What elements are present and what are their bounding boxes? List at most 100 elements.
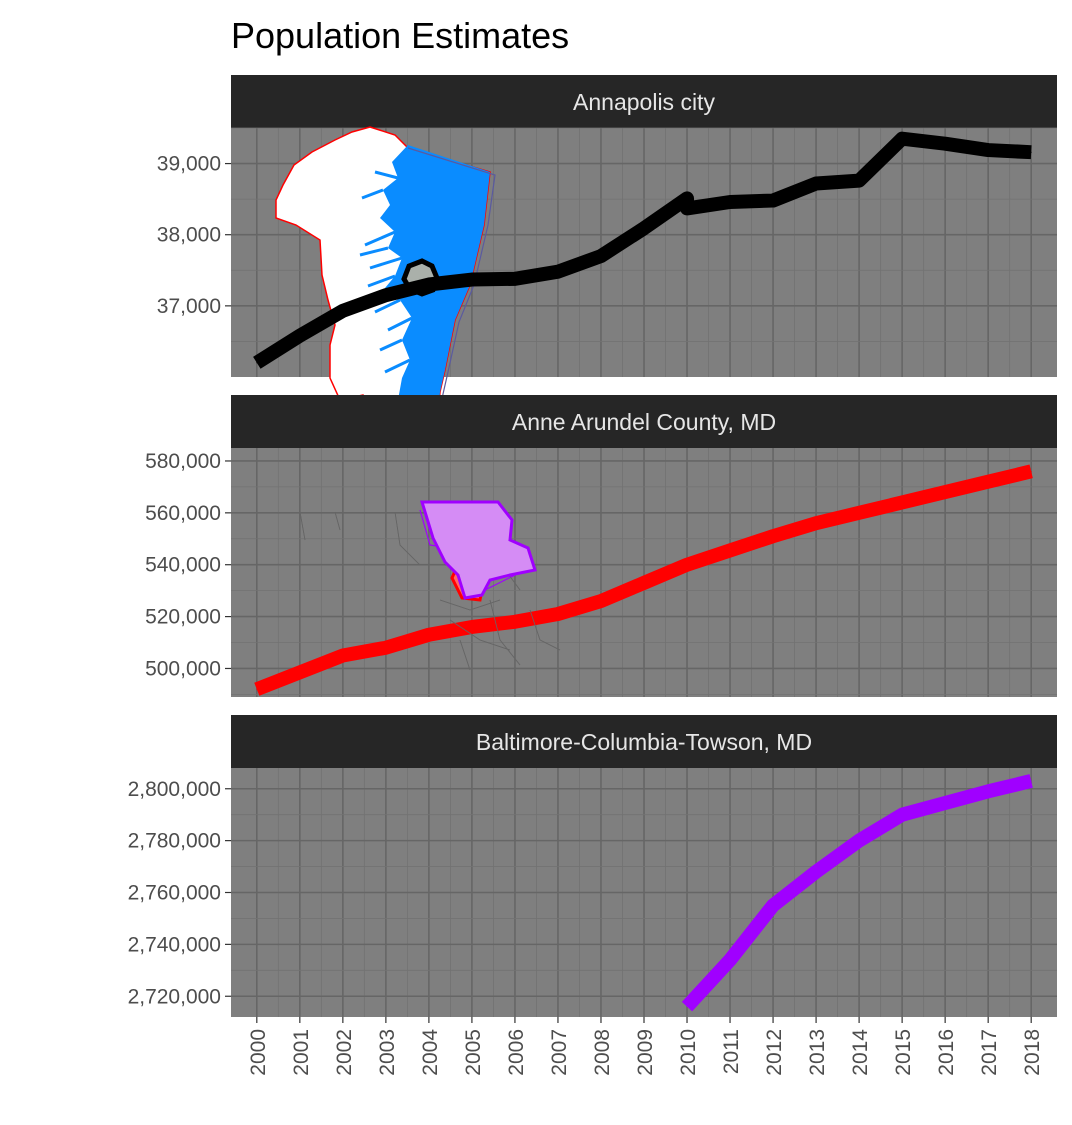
data-point <box>729 549 731 551</box>
data-point <box>299 671 301 673</box>
data-point <box>557 613 559 615</box>
data-point <box>600 255 602 257</box>
y-tick-label: 2,780,000 <box>128 830 221 853</box>
facet-strip-label: Annapolis city <box>573 89 715 115</box>
facet-panel: Anne Arundel County, MD 500,000 520,000 540… <box>145 395 1057 697</box>
data-point <box>901 501 903 503</box>
data-point <box>686 564 688 566</box>
data-point <box>342 655 344 656</box>
data-point <box>342 310 344 312</box>
y-tick-label: 500,000 <box>145 657 221 680</box>
data-point <box>901 138 903 140</box>
data-point <box>428 634 430 636</box>
data-point <box>772 904 774 906</box>
x-tick-label: 2008 <box>591 1029 614 1076</box>
facet-strip-label: Baltimore-Columbia-Towson, MD <box>476 729 812 755</box>
facet-panel: Baltimore-Columbia-Towson, MD 2,720,000 2,… <box>128 500 1057 1017</box>
county-border <box>529 609 561 651</box>
data-point <box>987 149 989 151</box>
y-tick-label: 2,800,000 <box>128 778 221 801</box>
data-point <box>256 362 258 364</box>
data-point <box>772 200 774 202</box>
data-point <box>815 182 817 184</box>
x-tick-label: 2007 <box>548 1029 571 1076</box>
facet-panel: Annapolis city 37,000 38,000 39,000 <box>157 75 1057 425</box>
data-point <box>514 278 516 280</box>
facet-strip <box>231 395 1057 448</box>
data-point <box>385 647 387 649</box>
data-point <box>643 582 645 584</box>
facet-strip <box>231 715 1057 768</box>
y-tick-label: 39,000 <box>157 153 221 176</box>
y-tick-label: 580,000 <box>145 450 221 473</box>
series-points <box>256 138 1032 364</box>
data-point <box>858 180 860 182</box>
county-border <box>439 599 501 611</box>
x-tick-label: 2017 <box>978 1029 1001 1076</box>
facet-panels: Annapolis city 37,000 38,000 39,000 Anne Aru… <box>128 75 1057 1017</box>
data-point <box>385 294 387 296</box>
series-points <box>686 780 1032 1008</box>
data-point <box>987 481 989 483</box>
highlighted-metro <box>419 500 537 600</box>
data-point <box>686 207 688 209</box>
facet-strip-label: Anne Arundel County, MD <box>512 409 776 435</box>
facet-strip <box>231 75 1057 128</box>
county-border <box>299 511 306 541</box>
data-point <box>944 491 946 493</box>
data-point <box>471 279 473 281</box>
data-point <box>471 626 473 628</box>
data-point <box>772 535 774 537</box>
series-line <box>253 131 1032 369</box>
y-tick-label: 520,000 <box>145 606 221 629</box>
data-point <box>858 512 860 514</box>
shoreline <box>407 147 496 425</box>
x-tick-label: 2004 <box>419 1029 442 1076</box>
y-tick-label: 560,000 <box>145 502 221 525</box>
creek <box>359 170 413 374</box>
x-tick-label: 2014 <box>849 1029 872 1076</box>
data-point <box>729 201 731 203</box>
data-point <box>1030 151 1032 153</box>
x-tick-label: 2003 <box>376 1029 399 1076</box>
y-tick-label: 540,000 <box>145 554 221 577</box>
data-point <box>643 227 645 229</box>
data-point <box>557 271 559 273</box>
data-point <box>815 871 817 873</box>
x-tick-label: 2000 <box>247 1029 270 1076</box>
x-tick-label: 2010 <box>677 1029 700 1076</box>
county-border <box>449 619 511 651</box>
county-border <box>459 639 471 671</box>
x-tick-label: 2013 <box>806 1029 829 1076</box>
inset-map <box>299 500 561 671</box>
data-point <box>600 600 602 602</box>
data-point <box>428 284 430 286</box>
x-tick-label: 2005 <box>462 1029 485 1076</box>
x-tick-label: 2012 <box>763 1029 786 1076</box>
data-point <box>1030 780 1032 782</box>
y-tick-label: 37,000 <box>157 295 221 318</box>
x-tick-label: 2009 <box>634 1029 657 1076</box>
y-tick-label: 2,760,000 <box>128 882 221 905</box>
x-tick-label: 2011 <box>720 1029 743 1074</box>
county-border <box>489 599 521 666</box>
x-tick-label: 2006 <box>505 1029 528 1076</box>
series-points <box>256 470 1032 690</box>
y-tick-label: 2,740,000 <box>128 933 221 956</box>
data-point <box>1030 470 1032 472</box>
data-point <box>514 621 516 623</box>
data-point <box>944 802 946 804</box>
data-point <box>987 790 989 792</box>
y-tick-label: 2,720,000 <box>128 985 221 1008</box>
data-point <box>729 959 731 961</box>
data-point <box>686 197 688 199</box>
x-tick-label: 2018 <box>1021 1029 1044 1076</box>
x-tick-label: 2016 <box>935 1029 958 1076</box>
data-point <box>256 688 258 690</box>
county-border <box>334 511 341 531</box>
x-axis: 2000 2001 2002 2003 2004 2005 2006 2007 2008 2009… <box>247 1017 1044 1076</box>
data-point <box>299 335 301 337</box>
y-tick-label: 38,000 <box>157 224 221 247</box>
data-point <box>944 143 946 145</box>
